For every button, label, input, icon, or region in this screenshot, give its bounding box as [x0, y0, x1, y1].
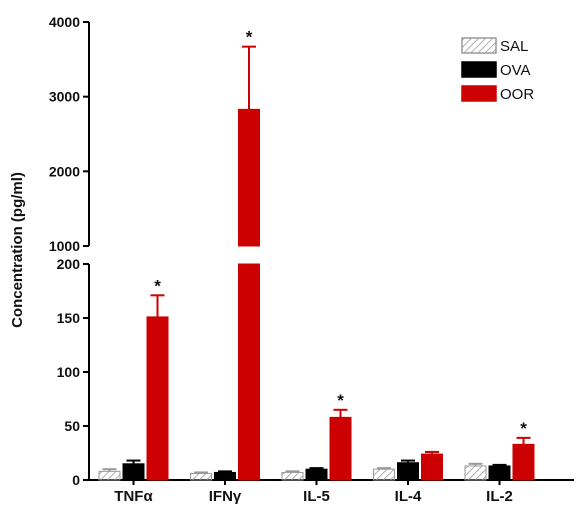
- legend-swatch-oor: [461, 85, 497, 102]
- bar-sal-0: [98, 470, 121, 481]
- bar-oor-0: [146, 316, 169, 481]
- y-ticks: 0 50 100 150 200 1000 2000 3000 4000: [49, 14, 89, 488]
- bar-oor-1-lower: [238, 263, 260, 481]
- bar-sal-2: [281, 471, 304, 481]
- legend-label-sal: SAL: [500, 38, 528, 55]
- y-tick-upper-3: 4000: [49, 14, 80, 30]
- bar-sal-3: [373, 468, 395, 481]
- legend-label-ova: OVA: [500, 62, 531, 79]
- bar-ova-4: [488, 465, 511, 481]
- bar-ova-0: [122, 463, 145, 481]
- bar-ova-3: [397, 462, 419, 481]
- x-tick-label-1: IFNγ: [209, 488, 242, 505]
- y-tick-upper-2: 3000: [49, 89, 80, 105]
- x-tick-label-4: IL-2: [486, 488, 513, 505]
- x-tick-label-3: IL-4: [395, 488, 422, 505]
- x-tick-labels: TNFα IFNγ IL-5 IL-4 IL-2: [114, 480, 513, 505]
- significance-marker-0: *: [154, 276, 161, 295]
- x-tick-label-2: IL-5: [303, 488, 330, 505]
- bar-oor-3: [421, 453, 443, 481]
- legend-label-oor: OOR: [500, 86, 534, 103]
- significance-marker-2: *: [337, 391, 344, 410]
- legend-swatch-sal: [461, 37, 497, 54]
- bar-ova-1: [214, 471, 236, 481]
- x-tick-label-0: TNFα: [114, 488, 153, 505]
- legend: SAL OVA OOR: [461, 37, 534, 103]
- y-tick-upper-0: 1000: [49, 238, 80, 254]
- bars: * * * *: [98, 28, 535, 481]
- legend-swatch-ova: [461, 61, 497, 78]
- y-tick-lower-3: 150: [57, 310, 81, 326]
- y-tick-lower-0: 0: [72, 472, 80, 488]
- significance-marker-1: *: [246, 28, 253, 47]
- bar-oor-4: [512, 443, 535, 481]
- bar-sal-1: [190, 473, 212, 481]
- bar-oor-1-upper: [238, 108, 260, 247]
- y-tick-lower-1: 50: [64, 418, 80, 434]
- y-tick-upper-1: 2000: [49, 163, 80, 179]
- significance-marker-4: *: [520, 419, 527, 438]
- bar-ova-2: [305, 468, 328, 481]
- y-tick-lower-2: 100: [57, 364, 81, 380]
- y-tick-lower-4: 200: [57, 256, 81, 272]
- y-axis-title: Concentration (pg/ml): [9, 172, 26, 328]
- bar-sal-4: [464, 465, 487, 481]
- bar-oor-2: [329, 416, 352, 481]
